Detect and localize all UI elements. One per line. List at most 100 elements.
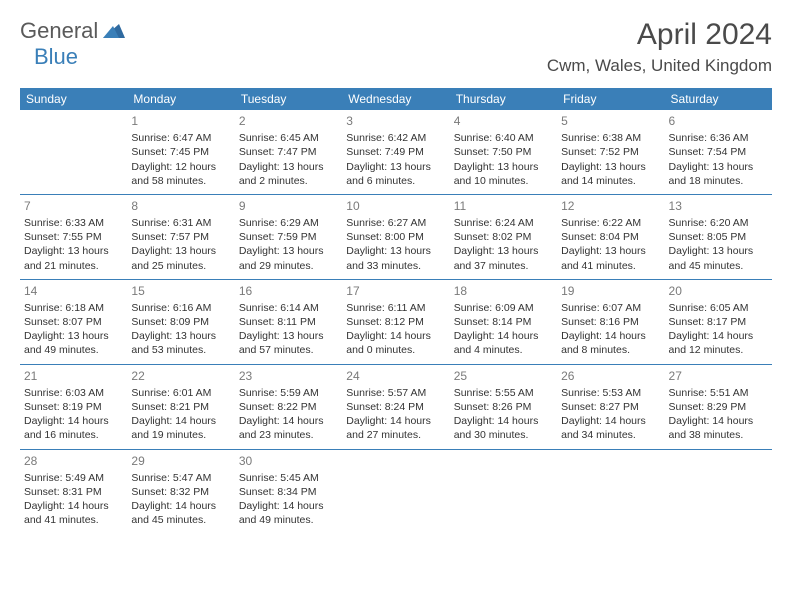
logo: General Blue [20,18,125,70]
sunset-line: Sunset: 8:00 PM [346,230,445,244]
calendar-cell: 24Sunrise: 5:57 AMSunset: 8:24 PMDayligh… [342,364,449,449]
daylight-line: Daylight: 13 hours and 29 minutes. [239,244,338,272]
daylight-line: Daylight: 14 hours and 23 minutes. [239,414,338,442]
sunrise-line: Sunrise: 5:49 AM [24,471,123,485]
sunset-line: Sunset: 7:49 PM [346,145,445,159]
location: Cwm, Wales, United Kingdom [547,56,772,76]
day-number: 7 [24,198,123,214]
calendar-cell: 12 Sunrise: 6:22 AMSunset: 8:04 PMDayligh… [557,194,664,279]
calendar-cell: 2Sunrise: 6:45 AMSunset: 7:47 PMDaylight… [235,110,342,194]
calendar-cell: 7Sunrise: 6:33 AMSunset: 7:55 PMDaylight… [20,194,127,279]
sunset-line: Sunset: 8:19 PM [24,400,123,414]
sunrise-line: Sunrise: 6:45 AM [239,131,338,145]
daylight-line: Daylight: 13 hours and 41 minutes. [561,244,660,272]
day-number: 14 [24,283,123,299]
sunset-line: Sunset: 8:26 PM [454,400,553,414]
daylight-line: Daylight: 13 hours and 25 minutes. [131,244,230,272]
sunrise-line: Sunrise: 6:40 AM [454,131,553,145]
sunset-line: Sunset: 8:24 PM [346,400,445,414]
day-number: 25 [454,368,553,384]
sunset-line: Sunset: 8:09 PM [131,315,230,329]
day-number: 11 [454,198,553,214]
logo-text: General Blue [20,18,125,70]
calendar-cell: 8Sunrise: 6:31 AMSunset: 7:57 PMDaylight… [127,194,234,279]
calendar-cell: 1Sunrise: 6:47 AMSunset: 7:45 PMDaylight… [127,110,234,194]
daylight-line: Daylight: 14 hours and 0 minutes. [346,329,445,357]
day-number: 23 [239,368,338,384]
daylight-line: Daylight: 13 hours and 45 minutes. [669,244,768,272]
sunset-line: Sunset: 8:11 PM [239,315,338,329]
calendar-cell: 23Sunrise: 5:59 AMSunset: 8:22 PMDayligh… [235,364,342,449]
day-number: 4 [454,113,553,129]
calendar-cell [557,449,664,533]
calendar-cell: 30Sunrise: 5:45 AMSunset: 8:34 PMDayligh… [235,449,342,533]
daylight-line: Daylight: 13 hours and 21 minutes. [24,244,123,272]
calendar-cell: 10Sunrise: 6:27 AMSunset: 8:00 PMDayligh… [342,194,449,279]
daylight-line: Daylight: 13 hours and 10 minutes. [454,160,553,188]
calendar-cell: 6Sunrise: 6:36 AMSunset: 7:54 PMDaylight… [665,110,772,194]
calendar-cell: 26Sunrise: 5:53 AMSunset: 8:27 PMDayligh… [557,364,664,449]
day-number: 6 [669,113,768,129]
sunset-line: Sunset: 8:17 PM [669,315,768,329]
day-number: 19 [561,283,660,299]
sunset-line: Sunset: 7:52 PM [561,145,660,159]
daylight-line: Daylight: 14 hours and 30 minutes. [454,414,553,442]
logo-triangle-icon [103,22,125,43]
sunrise-line: Sunrise: 5:47 AM [131,471,230,485]
sunrise-line: Sunrise: 6:22 AM [561,216,660,230]
sunrise-line: Sunrise: 5:53 AM [561,386,660,400]
sunrise-line: Sunrise: 6:31 AM [131,216,230,230]
day-number: 13 [669,198,768,214]
calendar-cell: 18Sunrise: 6:09 AMSunset: 8:14 PMDayligh… [450,279,557,364]
calendar-cell: 17Sunrise: 6:11 AMSunset: 8:12 PMDayligh… [342,279,449,364]
sunset-line: Sunset: 7:54 PM [669,145,768,159]
month-title: April 2024 [547,18,772,52]
sunset-line: Sunset: 8:22 PM [239,400,338,414]
calendar-cell [665,449,772,533]
sunrise-line: Sunrise: 6:05 AM [669,301,768,315]
header: General Blue April 2024 Cwm, Wales, Unit… [20,18,772,76]
daylight-line: Daylight: 13 hours and 14 minutes. [561,160,660,188]
day-number: 12 [561,198,660,214]
sunrise-line: Sunrise: 6:38 AM [561,131,660,145]
sunset-line: Sunset: 8:04 PM [561,230,660,244]
day-number: 2 [239,113,338,129]
sunrise-line: Sunrise: 6:24 AM [454,216,553,230]
calendar-cell: 28Sunrise: 5:49 AMSunset: 8:31 PMDayligh… [20,449,127,533]
calendar-cell: 4Sunrise: 6:40 AMSunset: 7:50 PMDaylight… [450,110,557,194]
daylight-line: Daylight: 12 hours and 58 minutes. [131,160,230,188]
sunset-line: Sunset: 8:31 PM [24,485,123,499]
sunset-line: Sunset: 7:55 PM [24,230,123,244]
calendar-cell: 9Sunrise: 6:29 AMSunset: 7:59 PMDaylight… [235,194,342,279]
sunrise-line: Sunrise: 6:29 AM [239,216,338,230]
sunrise-line: Sunrise: 5:55 AM [454,386,553,400]
calendar-cell: 15Sunrise: 6:16 AMSunset: 8:09 PMDayligh… [127,279,234,364]
calendar-cell: 13Sunrise: 6:20 AMSunset: 8:05 PMDayligh… [665,194,772,279]
day-number: 5 [561,113,660,129]
sunset-line: Sunset: 8:32 PM [131,485,230,499]
daylight-line: Daylight: 14 hours and 12 minutes. [669,329,768,357]
day-number: 15 [131,283,230,299]
sunrise-line: Sunrise: 6:09 AM [454,301,553,315]
sunset-line: Sunset: 7:59 PM [239,230,338,244]
calendar-cell: 20 Sunrise: 6:05 AMSunset: 8:17 PMDayligh… [665,279,772,364]
sunset-line: Sunset: 8:16 PM [561,315,660,329]
day-number: 30 [239,453,338,469]
sunrise-line: Sunrise: 6:18 AM [24,301,123,315]
sunrise-line: Sunrise: 6:27 AM [346,216,445,230]
daylight-line: Daylight: 13 hours and 37 minutes. [454,244,553,272]
daylight-line: Daylight: 13 hours and 53 minutes. [131,329,230,357]
sunrise-line: Sunrise: 6:14 AM [239,301,338,315]
day-number: 1 [131,113,230,129]
day-header: Monday [127,88,234,110]
calendar-cell: 27Sunrise: 5:51 AMSunset: 8:29 PMDayligh… [665,364,772,449]
day-number: 20 [669,283,768,299]
daylight-line: Daylight: 13 hours and 6 minutes. [346,160,445,188]
calendar-week-row: 14Sunrise: 6:18 AMSunset: 8:07 PMDayligh… [20,279,772,364]
day-number: 22 [131,368,230,384]
sunrise-line: Sunrise: 6:20 AM [669,216,768,230]
calendar-body: 1Sunrise: 6:47 AMSunset: 7:45 PMDaylight… [20,110,772,533]
logo-part-2: Blue [34,44,78,69]
title-block: April 2024 Cwm, Wales, United Kingdom [547,18,772,76]
calendar-cell: 22Sunrise: 6:01 AMSunset: 8:21 PMDayligh… [127,364,234,449]
